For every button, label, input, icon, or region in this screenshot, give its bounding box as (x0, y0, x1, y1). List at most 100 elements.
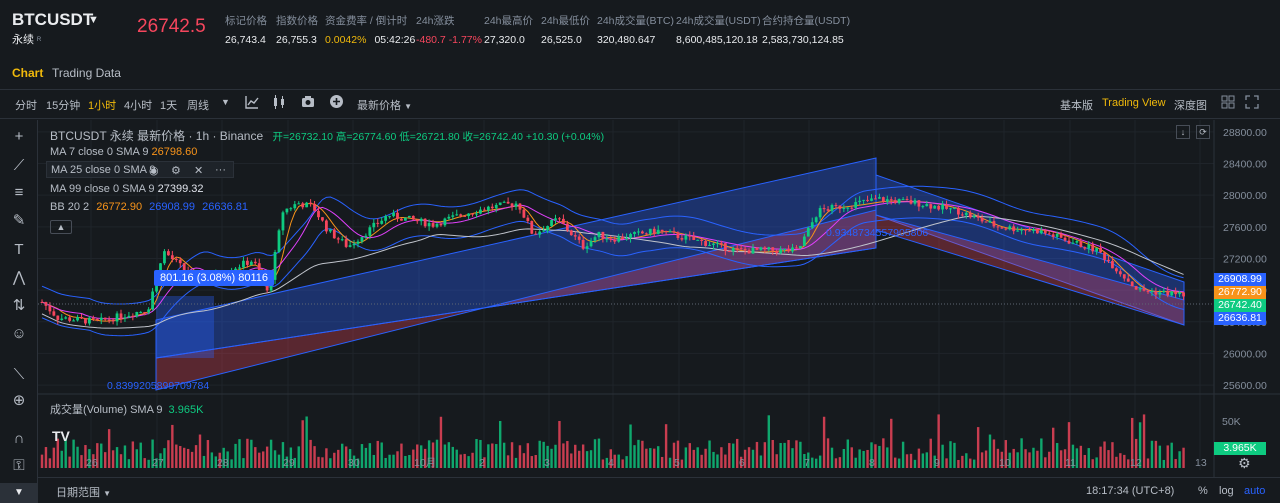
candle-body (60, 318, 64, 320)
pattern-icon[interactable]: ⋀ (12, 269, 26, 286)
ruler-icon[interactable]: ⟍ (13, 366, 25, 383)
candle-body (830, 205, 834, 211)
interval-5[interactable]: 周线 (187, 100, 209, 112)
volume-bar (1008, 452, 1011, 468)
candle-body (111, 319, 115, 322)
refresh-icon[interactable]: ⟳ (1196, 125, 1210, 139)
volume-bar (680, 459, 684, 468)
volume-bar (206, 440, 210, 468)
volume-bar (795, 440, 798, 468)
zoom-icon[interactable]: ⊕ (12, 392, 26, 409)
candle-body (810, 222, 814, 228)
candle-body (427, 223, 431, 227)
crosshair-icon[interactable]: + (14, 128, 24, 145)
candle-type-icon[interactable] (272, 95, 288, 112)
ma99-legend[interactable]: MA 99 close 0 SMA 9 27399.32 (50, 183, 204, 195)
volume-bar (811, 457, 814, 468)
volume-bar (526, 443, 530, 468)
percent-toggle[interactable]: % (1198, 485, 1208, 497)
volume-bar (1012, 448, 1015, 468)
chart-settings-icon[interactable]: ⚙ (1238, 455, 1251, 471)
candle-body (565, 223, 569, 231)
volume-bar (222, 447, 225, 468)
tab-trading-data[interactable]: Trading Data (52, 66, 121, 80)
collapse-toolbar-icon[interactable]: ▼ (0, 483, 38, 503)
volume-bar (423, 448, 427, 468)
volume-bar (570, 453, 573, 468)
candle-body (151, 291, 154, 310)
view-2[interactable]: 深度图 (1174, 100, 1207, 112)
volume-bar (301, 420, 304, 468)
log-toggle[interactable]: log (1219, 485, 1234, 497)
volume-bar (1134, 438, 1138, 468)
volume-bar (830, 447, 834, 468)
prediction-icon[interactable]: ⇅ (12, 297, 26, 314)
interval-1[interactable]: 15分钟 (46, 100, 81, 112)
candle-body (463, 215, 467, 217)
more-icon[interactable]: ··· (215, 164, 226, 176)
volume-bar (84, 445, 87, 468)
stat-label: 24h最低价 (541, 15, 591, 27)
volume-bar (747, 447, 751, 468)
ma7-legend[interactable]: MA 7 close 0 SMA 9 26798.60 (50, 146, 198, 158)
candle-body (716, 242, 719, 244)
date-range-button[interactable]: 日期范围 ▼ (56, 487, 111, 499)
interval-2[interactable]: 1小时 (88, 100, 117, 112)
trendline-icon[interactable]: ⟋ (13, 157, 25, 174)
volume-bar (988, 434, 992, 468)
auto-toggle[interactable]: auto (1244, 485, 1266, 497)
download-icon[interactable]: ↓ (1176, 125, 1190, 139)
chart-toolbar: 分时 15分钟 1小时 4小时 1天 周线 ▼ 最新价格 ▼ 基本版 Trading Vie… (0, 91, 1280, 119)
volume-bar (739, 456, 743, 468)
add-indicator-icon[interactable] (329, 94, 344, 112)
view-0[interactable]: 基本版 (1060, 100, 1093, 112)
info-icon[interactable]: ᴿ (37, 35, 42, 45)
close-icon[interactable]: ✕ (194, 165, 204, 177)
collapse-legend-icon[interactable]: ▲ (50, 220, 72, 234)
candle-body (546, 226, 549, 231)
horizontal-lines-icon[interactable]: ≡ (14, 184, 24, 201)
interval-4[interactable]: 1天 (160, 100, 178, 112)
candle-body (644, 233, 648, 235)
interval-0[interactable]: 分时 (15, 100, 37, 112)
volume-bar (277, 454, 281, 468)
interval-dropdown-icon[interactable]: ▼ (221, 97, 230, 107)
volume-bar (1146, 458, 1150, 468)
emoji-icon[interactable]: ☺ (11, 325, 27, 342)
volume-bar (645, 448, 648, 468)
volume-bar (364, 447, 368, 468)
eye-icon[interactable]: ◉ (149, 165, 159, 177)
brush-icon[interactable]: ✎ (12, 212, 26, 229)
ma25-legend[interactable]: MA 25 close 0 SMA 9 ◉ ⚙ ✕ ··· (46, 161, 234, 178)
bb-legend[interactable]: BB 20 2 26772.90 26908.99 26636.81 (50, 201, 248, 213)
text-icon[interactable]: T (14, 241, 24, 258)
volume-bar (775, 454, 778, 468)
indicator-icon[interactable] (245, 95, 259, 112)
camera-icon[interactable] (301, 95, 315, 112)
symbol-dropdown-icon[interactable]: ▼ (88, 14, 99, 26)
lock-icon[interactable]: ⚿ (13, 457, 25, 474)
magnet-icon[interactable]: ∩ (13, 430, 25, 447)
volume-bar (435, 439, 439, 468)
stat-0: 标记价格 26,743.4 (225, 13, 267, 46)
fullscreen-icon[interactable] (1245, 95, 1259, 112)
volume-price-box: 3.965K (1214, 442, 1266, 455)
volume-bar (159, 453, 162, 468)
symbol-title[interactable]: BTCUSDT (12, 10, 94, 29)
price-type-select[interactable]: 最新价格 ▼ (357, 100, 412, 112)
tab-chart[interactable]: Chart (12, 66, 44, 80)
settings-icon[interactable]: ⚙ (171, 165, 181, 177)
volume-bar (388, 454, 391, 468)
volume-bar (447, 442, 451, 468)
candlestick-chart[interactable]: 28800.00 28400.00 28000.00 27600.00 27200.00… (38, 120, 1280, 477)
stat-value: 0.0042% 05:42:26 (325, 34, 416, 46)
view-1[interactable]: Trading View (1102, 97, 1166, 109)
tradingview-logo-icon[interactable]: TV (52, 428, 70, 444)
layout-icon[interactable] (1221, 95, 1235, 112)
time-tick: 7 (804, 457, 810, 469)
candle-body (163, 251, 166, 264)
price-tick: 28000.00 (1223, 190, 1267, 202)
volume-bar (585, 451, 589, 468)
interval-3[interactable]: 4小时 (124, 100, 153, 112)
volume-bar (262, 451, 265, 468)
